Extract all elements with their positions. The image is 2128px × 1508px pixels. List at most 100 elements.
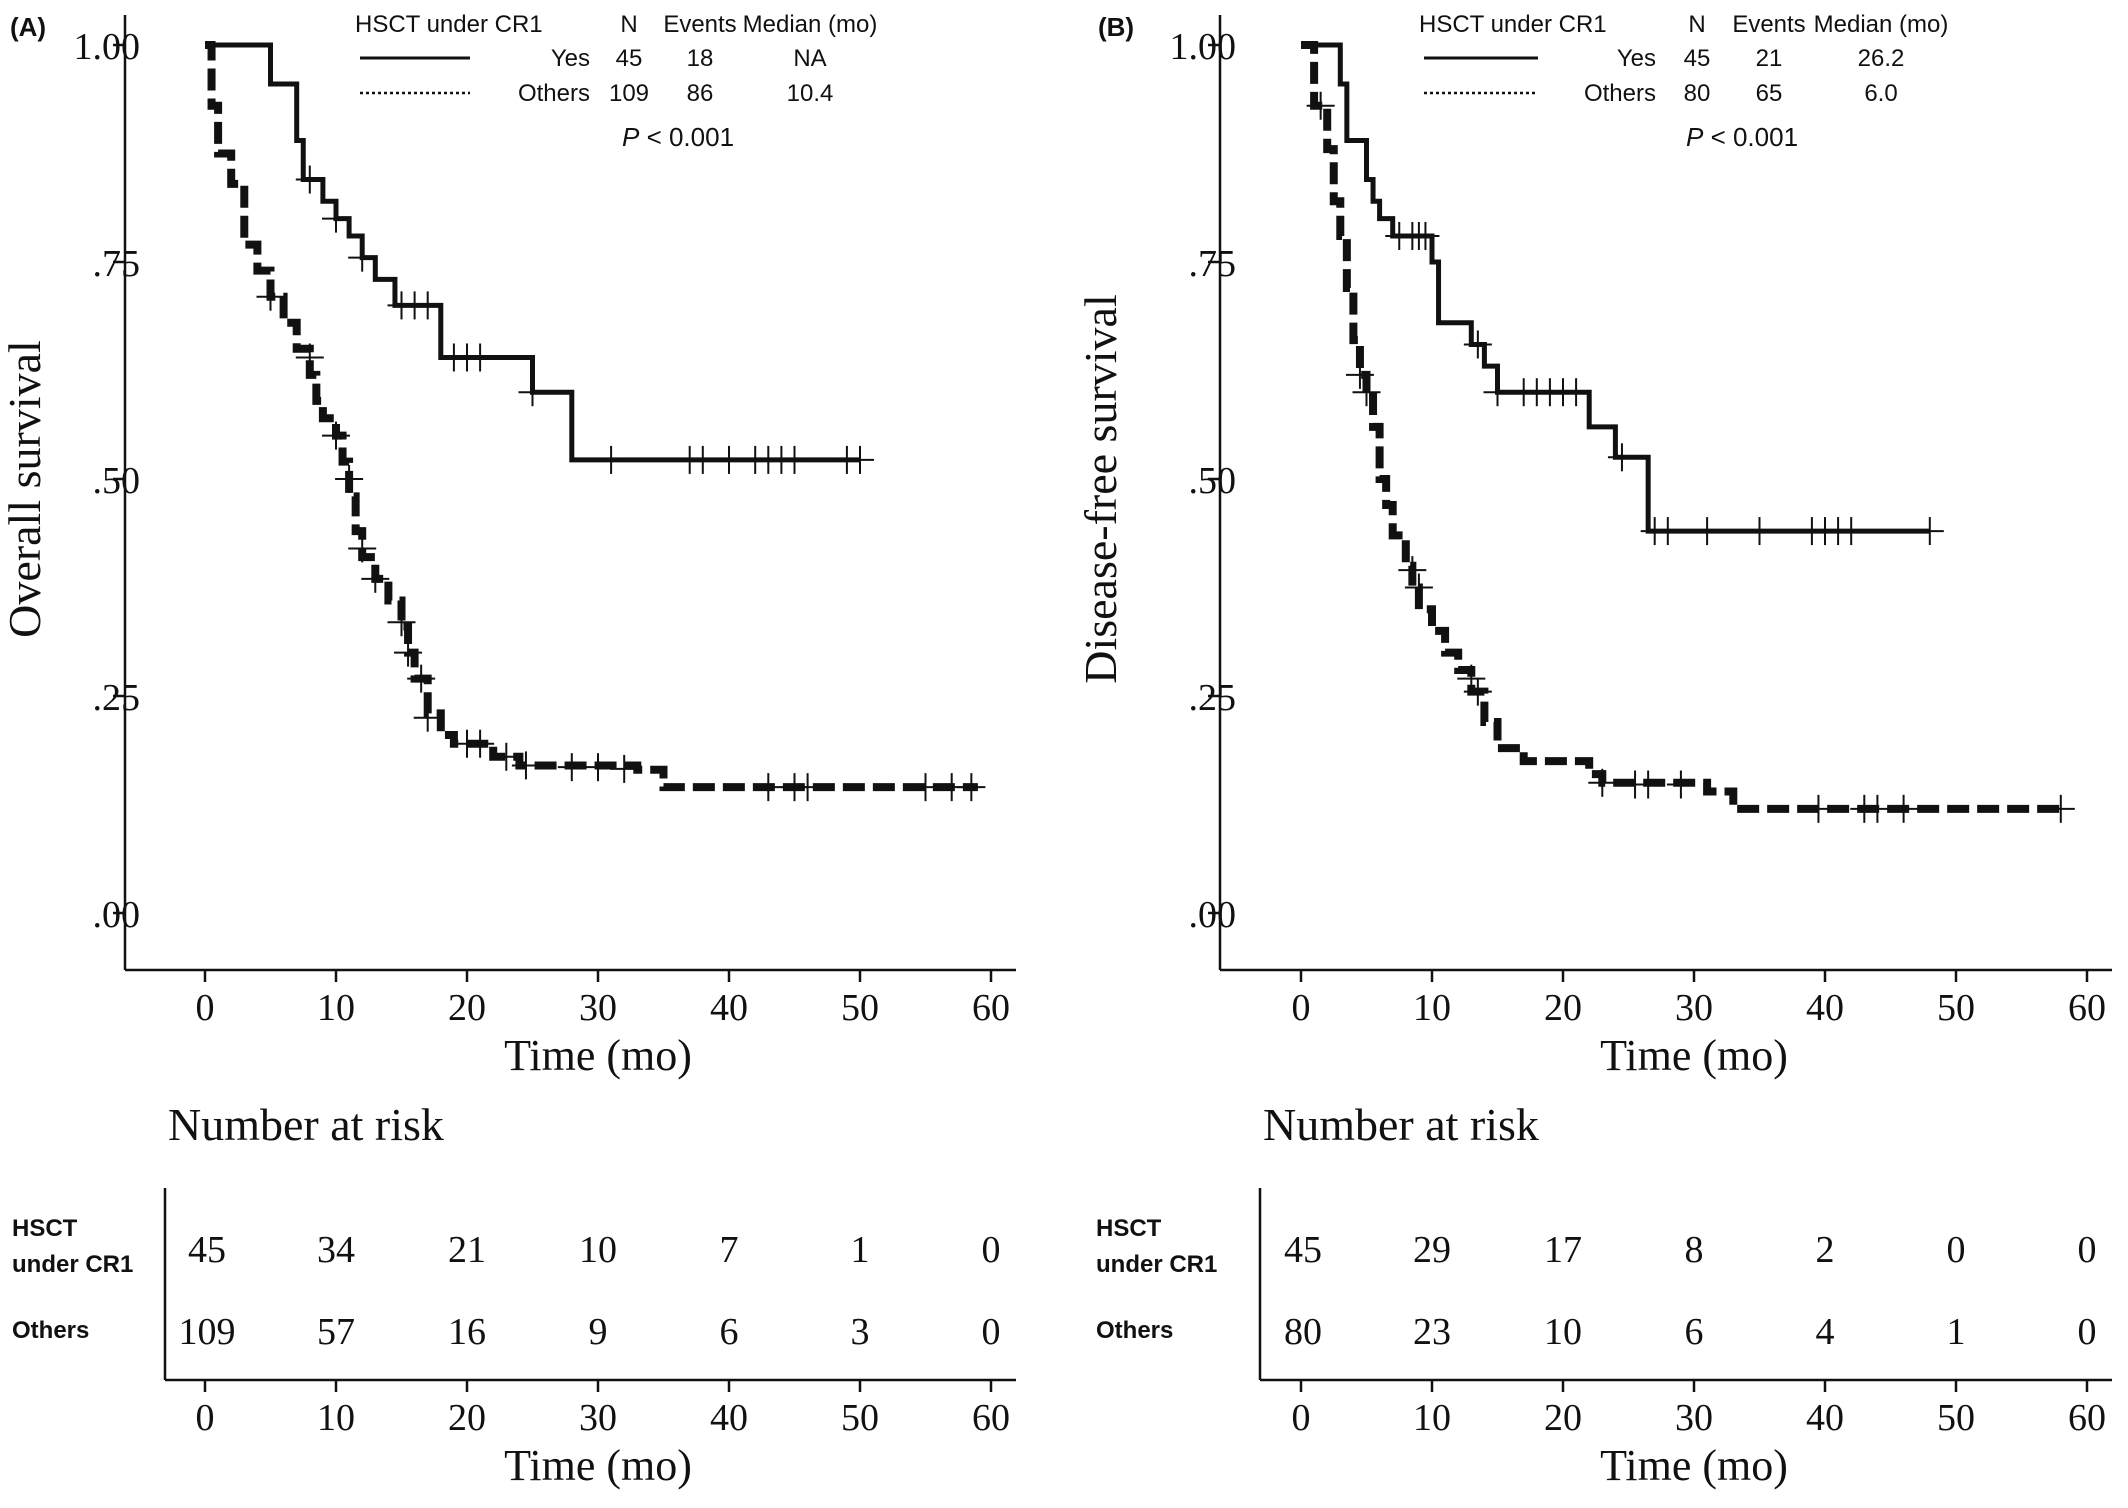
risk-count: 0: [2078, 1311, 2097, 1353]
p-value: P < 0.001: [622, 122, 734, 152]
legend-n: 109: [609, 80, 649, 107]
risk-table-title: Number at risk: [1263, 1099, 1539, 1150]
p-value: P < 0.001: [1686, 122, 1798, 152]
risk-x-tick-label: 20: [448, 1397, 486, 1439]
legend: HSCT under CR1 N Events Median (mo) Yes 45 21 2…: [1419, 11, 1948, 152]
censor-mark: [1653, 517, 1682, 546]
y-tick-label: 1.00: [1170, 26, 1237, 68]
risk-table-title: Number at risk: [168, 1099, 444, 1150]
risk-row-label: under CR1: [12, 1251, 133, 1278]
risk-x-tick-label: 30: [579, 1397, 617, 1439]
censor-mark: [413, 703, 442, 732]
risk-count: 10: [579, 1229, 617, 1271]
x-tick-label: 20: [448, 987, 486, 1029]
y-tick-label: .00: [1189, 894, 1237, 936]
censor-mark: [780, 445, 809, 474]
risk-x-tick-label: 40: [710, 1397, 748, 1439]
legend-header-n: N: [620, 11, 637, 38]
risk-x-tick-label: 0: [1292, 1397, 1311, 1439]
legend-events: 18: [687, 45, 714, 72]
risk-count: 7: [720, 1229, 739, 1271]
risk-count: 6: [1685, 1311, 1704, 1353]
censor-mark: [1745, 517, 1774, 546]
risk-count: 3: [851, 1311, 870, 1353]
y-tick-label: .25: [1189, 677, 1237, 719]
censor-mark: [348, 534, 377, 563]
x-tick-label: 60: [2068, 987, 2106, 1029]
panel-label: (A): [10, 12, 46, 42]
risk-x-axis-label: Time (mo): [1600, 1441, 1788, 1490]
legend-events: 65: [1756, 80, 1783, 107]
risk-x-tick-label: 40: [1806, 1397, 1844, 1439]
censor-mark: [295, 165, 324, 194]
legend-label: Others: [1584, 80, 1656, 107]
x-tick-label: 40: [1806, 987, 1844, 1029]
censor-mark: [361, 564, 390, 593]
x-tick-label: 10: [317, 987, 355, 1029]
risk-count: 1: [851, 1229, 870, 1271]
legend-n: 45: [1684, 45, 1711, 72]
censor-mark: [1463, 330, 1492, 359]
risk-count: 0: [982, 1229, 1001, 1271]
x-tick-label: 0: [196, 987, 215, 1029]
y-tick-label: .50: [1189, 460, 1237, 502]
risk-count: 1: [1947, 1311, 1966, 1353]
censor-mark: [394, 638, 423, 667]
x-tick-label: 0: [1292, 987, 1311, 1029]
censor-mark: [610, 754, 639, 783]
censor-mark: [322, 421, 350, 450]
censor-mark: [754, 773, 783, 802]
risk-count: 29: [1413, 1229, 1451, 1271]
censor-mark: [1588, 768, 1617, 797]
censor-mark: [793, 773, 822, 802]
censor-mark: [413, 291, 442, 320]
y-tick-label: .75: [1189, 243, 1237, 285]
legend-header-median: Median (mo): [1814, 11, 1949, 38]
censor-mark: [1804, 794, 1833, 823]
censor-mark: [1483, 378, 1512, 407]
x-tick-label: 30: [579, 987, 617, 1029]
risk-x-tick-label: 50: [841, 1397, 879, 1439]
x-tick-label: 20: [1544, 987, 1582, 1029]
legend-label: Yes: [1617, 45, 1656, 72]
censor-mark: [407, 664, 436, 693]
risk-count: 9: [589, 1311, 608, 1353]
x-axis-label: Time (mo): [1600, 1031, 1788, 1080]
censor-mark: [846, 445, 874, 474]
y-tick-label: .25: [93, 677, 141, 719]
legend-header-n: N: [1688, 11, 1705, 38]
risk-count: 57: [317, 1311, 355, 1353]
risk-x-tick-label: 60: [2068, 1397, 2106, 1439]
risk-count: 45: [1284, 1229, 1322, 1271]
censor-mark: [322, 204, 350, 233]
risk-x-tick-label: 10: [317, 1397, 355, 1439]
risk-x-tick-label: 10: [1413, 1397, 1451, 1439]
censor-mark: [1457, 664, 1486, 693]
censor-mark: [256, 282, 285, 311]
censor-mark: [518, 378, 547, 407]
legend-median: 26.2: [1858, 45, 1905, 72]
risk-row-label: HSCT: [1096, 1215, 1162, 1242]
censor-mark: [1607, 443, 1636, 472]
legend-label: Yes: [551, 45, 590, 72]
risk-count: 23: [1413, 1311, 1451, 1353]
risk-x-tick-label: 50: [1937, 1397, 1975, 1439]
risk-count: 2: [1816, 1229, 1835, 1271]
risk-x-tick-label: 0: [196, 1397, 215, 1439]
legend-median: NA: [793, 45, 826, 72]
y-tick-label: 1.00: [74, 26, 141, 68]
censor-mark: [1411, 221, 1440, 250]
legend-label: Others: [518, 80, 590, 107]
censor-mark: [597, 445, 626, 474]
risk-count: 0: [982, 1311, 1001, 1353]
x-tick-label: 30: [1675, 987, 1713, 1029]
legend-header-median: Median (mo): [743, 11, 878, 38]
legend-events: 86: [687, 80, 714, 107]
risk-x-axis-label: Time (mo): [504, 1441, 692, 1490]
x-tick-label: 40: [710, 987, 748, 1029]
risk-x-tick-label: 30: [1675, 1397, 1713, 1439]
series-line-yes: [205, 42, 860, 463]
censor-mark: [466, 343, 495, 372]
y-axis-label: Overall survival: [0, 340, 50, 638]
